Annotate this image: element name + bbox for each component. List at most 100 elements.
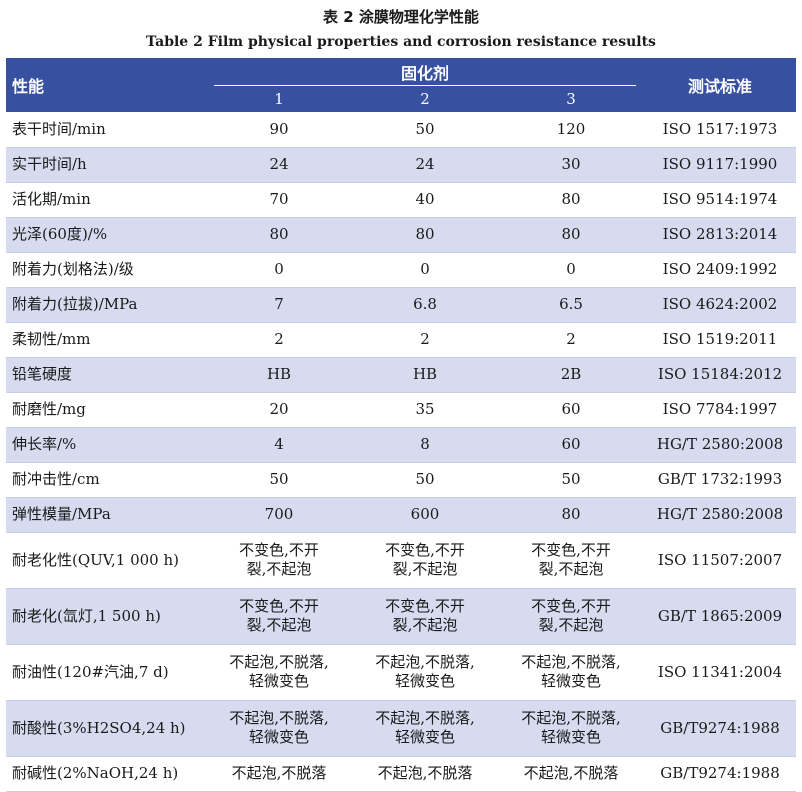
- cell-property: 附着力(拉拔)/MPa: [6, 287, 206, 322]
- cell-standard: ISO 9117:1990: [644, 147, 797, 182]
- cell-property: 实干时间/h: [6, 147, 206, 182]
- table-caption-en: Table 2 Film physical properties and cor…: [146, 34, 656, 50]
- table-row: 表干时间/min 90 50 120 ISO 1517:1973: [6, 112, 797, 147]
- table-row: 伸长率/% 4 8 60 HG/T 2580:2008: [6, 427, 797, 462]
- header-property: 性能: [6, 58, 206, 112]
- cell-agent-1: 2: [206, 322, 352, 357]
- cell-property: 耐酸性(3%H2SO4,24 h): [6, 700, 206, 756]
- cell-agent-3: 120: [498, 112, 645, 147]
- table-row: 柔韧性/mm 2 2 2 ISO 1519:2011: [6, 322, 797, 357]
- table-row: 耐酸性(3%H2SO4,24 h) 不起泡,不脱落, 轻微变色 不起泡,不脱落, 轻…: [6, 700, 797, 756]
- cell-agent-2: 不起泡,不脱落, 轻微变色: [352, 644, 498, 700]
- cell-property: 活化期/min: [6, 182, 206, 217]
- cell-property: 伸长率/%: [6, 427, 206, 462]
- table-row: 耐磨性/mg 20 35 60 ISO 7784:1997: [6, 392, 797, 427]
- cell-standard: ISO 1517:1973: [644, 112, 797, 147]
- cell-agent-1: 4: [206, 427, 352, 462]
- table-row: 弹性模量/MPa 700 600 80 HG/T 2580:2008: [6, 497, 797, 532]
- header-agent-2: 2: [352, 86, 498, 112]
- cell-standard: ISO 11507:2007: [644, 532, 797, 588]
- cell-agent-1: 不起泡,不脱落, 轻微变色: [206, 644, 352, 700]
- cell-standard: ISO 1519:2011: [644, 322, 797, 357]
- cell-standard: GB/T9274:1988: [644, 756, 797, 791]
- cell-standard: ISO 11341:2004: [644, 644, 797, 700]
- header-agent-3: 3: [498, 86, 645, 112]
- cell-property: 耐磨性/mg: [6, 392, 206, 427]
- table-row: 耐碱性(2%NaOH,24 h) 不起泡,不脱落 不起泡,不脱落 不起泡,不脱落 GB/…: [6, 756, 797, 791]
- cell-agent-2: 不变色,不开 裂,不起泡: [352, 588, 498, 644]
- table-row: 铅笔硬度 HB HB 2B ISO 15184:2012: [6, 357, 797, 392]
- cell-agent-2: 600: [352, 497, 498, 532]
- cell-agent-3: 不变色,不开 裂,不起泡: [498, 532, 645, 588]
- cell-standard: GB/T9274:1988: [644, 700, 797, 756]
- cell-agent-1: 0: [206, 252, 352, 287]
- cell-standard: GB/T 1732:1993: [644, 462, 797, 497]
- cell-agent-2: 6.8: [352, 287, 498, 322]
- cell-property: 耐冲击性/cm: [6, 462, 206, 497]
- cell-agent-3: 2B: [498, 357, 645, 392]
- cell-standard: ISO 9514:1974: [644, 182, 797, 217]
- cell-property: 柔韧性/mm: [6, 322, 206, 357]
- cell-agent-1: 不起泡,不脱落, 轻微变色: [206, 700, 352, 756]
- cell-agent-2: 24: [352, 147, 498, 182]
- cell-agent-2: 0: [352, 252, 498, 287]
- table-row: 耐油性(120#汽油,7 d) 不起泡,不脱落, 轻微变色 不起泡,不脱落, 轻微变…: [6, 644, 797, 700]
- cell-agent-1: 不变色,不开 裂,不起泡: [206, 532, 352, 588]
- cell-property: 附着力(划格法)/级: [6, 252, 206, 287]
- header-curing-agent: 固化剂: [206, 58, 645, 86]
- cell-property: 耐碱性(2%NaOH,24 h): [6, 756, 206, 791]
- table-row: 附着力(划格法)/级 0 0 0 ISO 2409:1992: [6, 252, 797, 287]
- cell-standard: ISO 7784:1997: [644, 392, 797, 427]
- header-agent-1: 1: [206, 86, 352, 112]
- cell-agent-2: 80: [352, 217, 498, 252]
- cell-property: 铅笔硬度: [6, 357, 206, 392]
- cell-standard: HG/T 2580:2008: [644, 427, 797, 462]
- cell-agent-1: 50: [206, 462, 352, 497]
- cell-property: 光泽(60度)/%: [6, 217, 206, 252]
- table-row: 耐老化性(QUV,1 000 h) 不变色,不开 裂,不起泡 不变色,不开 裂,不起…: [6, 532, 797, 588]
- cell-agent-2: 8: [352, 427, 498, 462]
- cell-agent-1: 20: [206, 392, 352, 427]
- cell-property: 耐老化(氙灯,1 500 h): [6, 588, 206, 644]
- cell-agent-2: HB: [352, 357, 498, 392]
- cell-agent-3: 80: [498, 217, 645, 252]
- cell-agent-2: 2: [352, 322, 498, 357]
- cell-agent-1: 70: [206, 182, 352, 217]
- table-row: 光泽(60度)/% 80 80 80 ISO 2813:2014: [6, 217, 797, 252]
- cell-agent-2: 不变色,不开 裂,不起泡: [352, 532, 498, 588]
- cell-property: 弹性模量/MPa: [6, 497, 206, 532]
- cell-agent-3: 60: [498, 427, 645, 462]
- cell-agent-1: 700: [206, 497, 352, 532]
- table-row: 活化期/min 70 40 80 ISO 9514:1974: [6, 182, 797, 217]
- cell-agent-3: 0: [498, 252, 645, 287]
- table-row: 耐老化(氙灯,1 500 h) 不变色,不开 裂,不起泡 不变色,不开 裂,不起泡不…: [6, 588, 797, 644]
- cell-agent-3: 不起泡,不脱落, 轻微变色: [498, 700, 645, 756]
- cell-agent-3: 80: [498, 497, 645, 532]
- table-row: 实干时间/h 24 24 30 ISO 9117:1990: [6, 147, 797, 182]
- cell-agent-1: 24: [206, 147, 352, 182]
- cell-agent-3: 不起泡,不脱落, 轻微变色: [498, 644, 645, 700]
- cell-property: 表干时间/min: [6, 112, 206, 147]
- cell-standard: HG/T 2580:2008: [644, 497, 797, 532]
- cell-agent-1: 不变色,不开 裂,不起泡: [206, 588, 352, 644]
- cell-agent-1: HB: [206, 357, 352, 392]
- cell-agent-3: 6.5: [498, 287, 645, 322]
- table-body: 表干时间/min 90 50 120 ISO 1517:1973 实干时间/h 24 24 30…: [6, 112, 797, 791]
- properties-table: 性能 固化剂 测试标准 1 2 3 表干时间/min 90 50 120 ISO 151…: [6, 58, 797, 792]
- cell-agent-2: 50: [352, 112, 498, 147]
- cell-standard: ISO 15184:2012: [644, 357, 797, 392]
- cell-agent-3: 60: [498, 392, 645, 427]
- cell-agent-1: 80: [206, 217, 352, 252]
- table-row: 耐冲击性/cm 50 50 50 GB/T 1732:1993: [6, 462, 797, 497]
- cell-agent-3: 80: [498, 182, 645, 217]
- header-standard: 测试标准: [644, 58, 797, 112]
- cell-agent-3: 2: [498, 322, 645, 357]
- cell-property: 耐老化性(QUV,1 000 h): [6, 532, 206, 588]
- cell-agent-1: 7: [206, 287, 352, 322]
- cell-agent-2: 不起泡,不脱落: [352, 756, 498, 791]
- cell-standard: ISO 4624:2002: [644, 287, 797, 322]
- cell-standard: ISO 2813:2014: [644, 217, 797, 252]
- cell-agent-1: 90: [206, 112, 352, 147]
- cell-agent-2: 40: [352, 182, 498, 217]
- cell-agent-3: 50: [498, 462, 645, 497]
